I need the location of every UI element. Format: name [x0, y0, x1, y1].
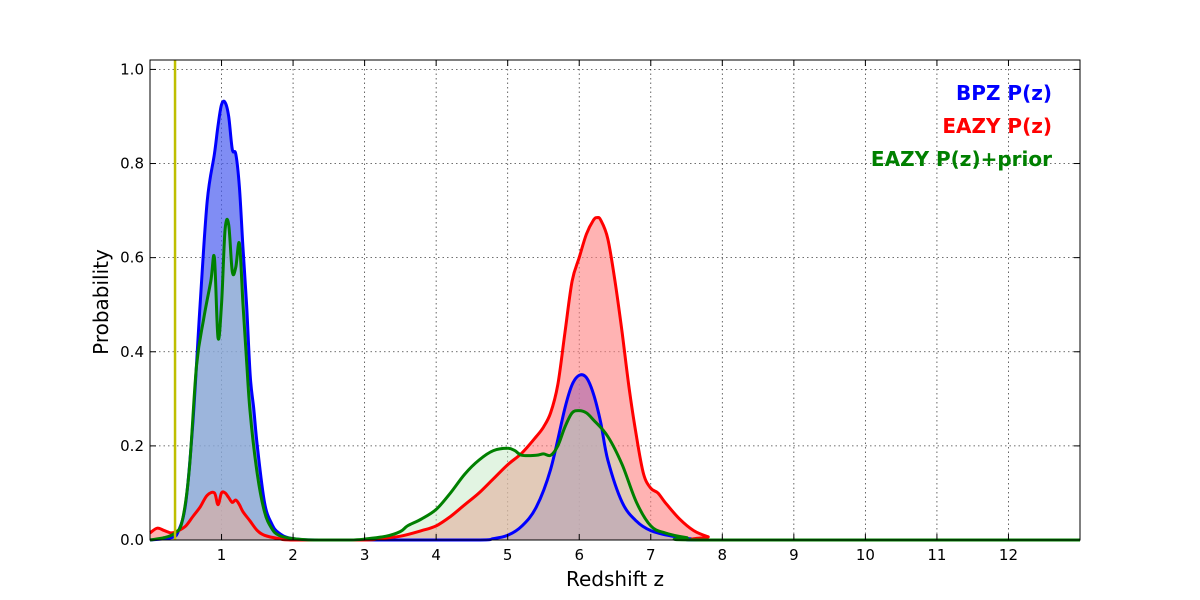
series-fill-0	[150, 101, 1080, 540]
y-axis-title: Probability	[89, 249, 113, 355]
y-tick-label: 1.0	[120, 60, 144, 78]
y-tick-label: 0.6	[120, 249, 144, 267]
x-tick-label: 1	[217, 546, 227, 564]
y-tick-label: 0.2	[120, 437, 144, 455]
series-fill-2	[150, 219, 1080, 541]
x-tick-label: 12	[999, 546, 1018, 564]
series-lines	[149, 99, 1080, 542]
y-tick-label: 0.8	[120, 155, 144, 173]
series-line-1	[149, 215, 1080, 542]
x-axis-title: Redshift z	[566, 567, 664, 591]
x-tick-label: 8	[718, 546, 728, 564]
series-fills	[150, 101, 1080, 541]
legend-entry: BPZ P(z)	[956, 81, 1052, 105]
x-tick-label: 3	[360, 546, 370, 564]
series-fill-1	[150, 217, 1080, 540]
legend-entry: EAZY P(z)+prior	[871, 147, 1052, 171]
y-tick-label: 0.0	[120, 531, 144, 549]
x-tick-label: 11	[927, 546, 946, 564]
x-tick-label: 2	[288, 546, 298, 564]
x-tick-label: 4	[431, 546, 441, 564]
legend: BPZ P(z) EAZY P(z) EAZY P(z)+prior	[871, 81, 1052, 171]
ticks: 1 2 3 4 5 6 7 8 9 10 11 120.00.20.40.60.81.0	[120, 60, 1080, 564]
plot-frame	[149, 59, 1081, 541]
legend-entry: EAZY P(z)	[942, 114, 1052, 138]
x-tick-label: 5	[503, 546, 513, 564]
x-tick-label: 10	[856, 546, 875, 564]
y-tick-label: 0.4	[120, 343, 144, 361]
series-line-2	[149, 217, 1080, 542]
x-tick-label: 7	[646, 546, 656, 564]
x-tick-label: 9	[789, 546, 799, 564]
x-tick-label: 6	[574, 546, 584, 564]
